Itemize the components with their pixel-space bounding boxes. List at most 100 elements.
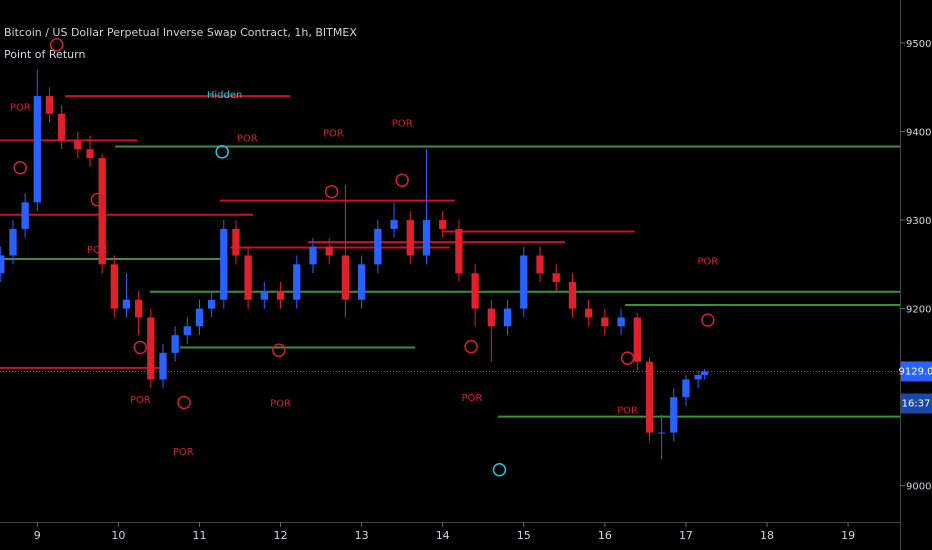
candle-body (122, 299, 131, 309)
candle-body (309, 246, 317, 265)
candle-body (74, 140, 82, 150)
annotation: POR (461, 393, 482, 404)
candle-body (374, 228, 382, 265)
candle-body (195, 308, 204, 327)
candle-body (171, 335, 179, 353)
signal-circle (133, 340, 148, 355)
candle-body (232, 228, 240, 256)
y-tick-label: 9500.0 (906, 39, 932, 50)
candle-body (293, 264, 301, 300)
annotation: POR (392, 119, 413, 130)
candle-body (406, 220, 414, 256)
candle-body (57, 113, 66, 141)
candle-body (341, 255, 350, 300)
candle-body (617, 317, 625, 327)
candle-body (487, 308, 495, 327)
x-tick-label: 19 (841, 529, 855, 542)
candle-body (455, 228, 463, 274)
countdown: 16:37 (902, 398, 931, 409)
candle-body (45, 96, 54, 114)
x-tick-label: 16 (598, 529, 612, 542)
y-tick-label: 9000.0 (906, 482, 932, 493)
signal-circle (492, 463, 507, 477)
annotation: POR (130, 395, 151, 406)
annotation: POR (10, 103, 31, 114)
candle-body (682, 379, 690, 398)
y-tick-label: 9200.0 (906, 305, 932, 316)
signal-circle (324, 184, 339, 199)
candle-body (700, 371, 709, 376)
candle-body (9, 228, 17, 256)
candle-body (536, 255, 544, 274)
candle-body (260, 290, 268, 300)
countdown-box (901, 393, 932, 414)
candle-body (601, 317, 609, 327)
indicator-name: Point of Return (4, 48, 85, 61)
x-tick-label: 12 (274, 529, 288, 542)
candle-body (33, 96, 41, 203)
candle-body (183, 326, 191, 336)
candle-body (585, 308, 593, 318)
annotation: POR (87, 245, 108, 256)
candle-body (276, 290, 285, 300)
signal-circle (13, 161, 28, 175)
candle-body (670, 397, 678, 433)
candle-body (439, 220, 447, 229)
current-price-label: 9129.0 (899, 366, 932, 377)
candle-body (159, 352, 167, 380)
candle-body (471, 273, 479, 309)
candle-body (633, 317, 641, 362)
x-tick-label: 11 (192, 529, 206, 542)
candle-body (98, 158, 106, 265)
signal-circle (272, 343, 286, 357)
signal-circle (395, 173, 409, 187)
candle-body (21, 202, 29, 229)
candle-body (220, 228, 228, 300)
y-tick-label: 9300.0 (906, 216, 932, 227)
candle-body (325, 246, 333, 256)
x-tick-label: 10 (111, 529, 125, 542)
signal-circle (620, 351, 635, 365)
candle-body (110, 264, 118, 309)
y-tick-label: 9400.0 (906, 127, 932, 138)
candle-body (657, 432, 666, 434)
candle-body (207, 299, 216, 309)
candle-body (357, 264, 366, 300)
chart-title: Bitcoin / US Dollar Perpetual Inverse Sw… (4, 26, 357, 39)
candle-body (244, 255, 252, 300)
candle-body (645, 361, 654, 433)
signal-circle (50, 37, 64, 52)
candle-body (568, 282, 577, 309)
annotation: POR (237, 134, 258, 145)
signal-circle (90, 192, 105, 207)
x-tick-label: 15 (517, 529, 531, 542)
annotation: POR (617, 405, 638, 416)
signal-circle (177, 395, 191, 410)
x-tick-label: 9 (34, 529, 41, 542)
signal-circle (464, 339, 478, 354)
x-tick-label: 13 (355, 529, 369, 542)
candle-body (503, 308, 512, 327)
annotation: POR (270, 398, 291, 409)
x-tick-label: 14 (436, 529, 450, 542)
annotation: POR (173, 447, 194, 458)
candle-body (135, 299, 143, 318)
candle-body (422, 220, 431, 256)
signal-circle (701, 313, 715, 327)
candle-body (552, 273, 560, 283)
signal-circle (215, 145, 229, 159)
candle-body (0, 255, 5, 274)
current-price-box (901, 361, 932, 382)
candle-body (147, 317, 155, 380)
annotation: Hidden (207, 90, 242, 101)
annotation: POR (323, 128, 344, 139)
x-tick-label: 17 (679, 529, 693, 542)
candle-body (694, 375, 702, 380)
x-tick-label: 18 (760, 529, 774, 542)
annotation: POR (697, 257, 718, 268)
candle-body (520, 255, 528, 309)
candle-body (86, 149, 94, 159)
candle-body (390, 220, 398, 229)
